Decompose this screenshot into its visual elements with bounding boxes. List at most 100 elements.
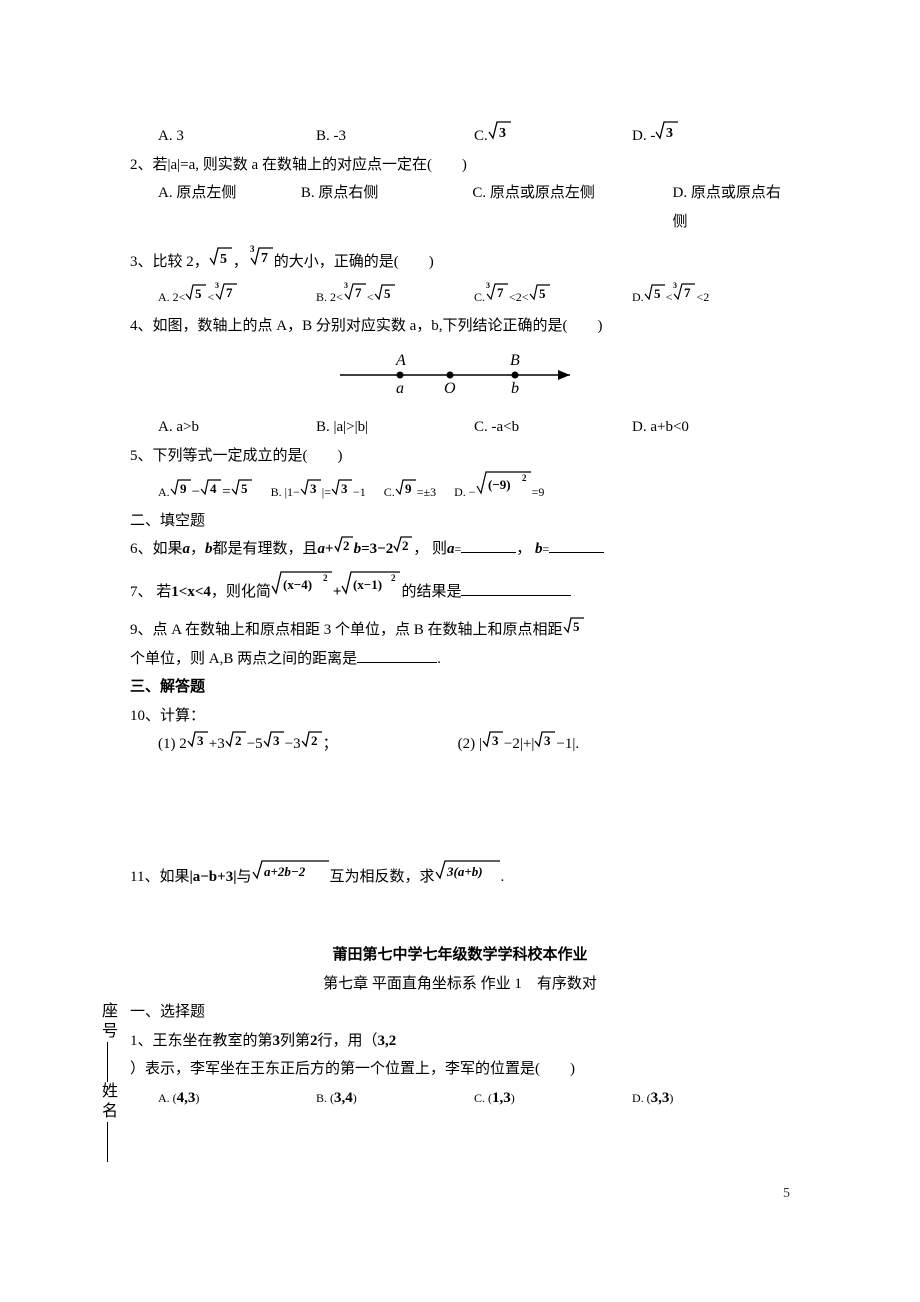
svg-text:3: 3 <box>544 733 551 748</box>
svg-text:2: 2 <box>343 538 350 553</box>
sqrt-icon: 5 <box>185 283 207 301</box>
q9: 9、点 A 在数轴上和原点相距 3 个单位，点 B 在数轴上和原点相距 5 个单… <box>130 616 790 673</box>
svg-text:5: 5 <box>384 286 391 301</box>
svg-text:B: B <box>510 352 520 369</box>
sqrt-icon: 5 <box>644 283 666 301</box>
q1-opt-a: A. 3 <box>158 122 316 151</box>
q10-part2: (2) | 3 −2|+| 3 −1|. <box>458 730 579 759</box>
q1b-opt-c: C. (1,3) <box>474 1084 632 1113</box>
sqrt-icon: 5 <box>374 283 396 301</box>
svg-text:a: a <box>396 380 404 397</box>
worksheet-subtitle: 第七章 平面直角坐标系 作业 1 有序数对 <box>130 970 790 999</box>
section-1b-heading: 一、选择题 <box>130 998 790 1027</box>
blank-a <box>461 537 516 553</box>
svg-text:3: 3 <box>273 733 280 748</box>
q3-opt-c: C. 37 <2< 5 <box>474 281 632 309</box>
svg-text:3: 3 <box>215 281 219 290</box>
q3-options: A. 2< 5 < 37 B. 2< 37 < 5 C. 37 <2< 5 D.… <box>130 281 790 309</box>
q2-opt-b: B. 原点右侧 <box>301 179 473 208</box>
q5-opt-a: A. 9 − 4 = 5 <box>158 478 253 507</box>
svg-text:5: 5 <box>195 286 202 301</box>
svg-text:2: 2 <box>235 733 242 748</box>
q1b-opt-a: A. (4,3) <box>158 1084 316 1113</box>
svg-text:3(a+b): 3(a+b) <box>446 864 483 879</box>
q5-opt-d: D. − (−9)2 =9 <box>454 470 544 504</box>
q11: 11、如果 |a−b+3| 与 a+2b−2 互为相反数，求 3(a+b) . <box>130 859 790 892</box>
svg-text:(−9): (−9) <box>488 477 511 492</box>
svg-text:A: A <box>395 352 406 369</box>
svg-text:(x−1): (x−1) <box>353 577 382 592</box>
q4-opt-a: A. a>b <box>158 413 316 442</box>
q1b-stem: 1、王东坐在教室的第3 列第2 行，用（3,2 ）表示，李军坐在王东正后方的第一… <box>130 1027 790 1084</box>
svg-text:5: 5 <box>573 619 580 634</box>
q5-options: A. 9 − 4 = 5 B. |1− 3 |= 3 −1 C. 9 =±3 D… <box>130 470 790 507</box>
q1b-options: A. (4,3) B. (3,4) C. (1,3) D. (3,3) <box>130 1084 790 1113</box>
blank-q7 <box>461 580 571 596</box>
q4-options: A. a>b B. |a|>|b| C. -a<b D. a+b<0 <box>130 413 790 442</box>
svg-text:2: 2 <box>311 733 318 748</box>
svg-text:9: 9 <box>405 481 412 496</box>
svg-text:3: 3 <box>197 733 204 748</box>
q2-opt-c: C. 原点或原点左侧 <box>472 179 672 208</box>
svg-text:O: O <box>444 380 456 397</box>
svg-text:7: 7 <box>684 285 691 300</box>
svg-text:5: 5 <box>539 286 546 301</box>
svg-text:a+2b−2: a+2b−2 <box>264 864 306 879</box>
svg-text:7: 7 <box>226 285 233 300</box>
svg-text:3: 3 <box>492 733 499 748</box>
q2-opt-d: D. 原点或原点右侧 <box>672 179 790 236</box>
cuberoot-icon: 37 <box>672 281 696 301</box>
q1-opt-c: C. 3 <box>474 120 632 151</box>
svg-text:7: 7 <box>497 285 504 300</box>
svg-text:3: 3 <box>499 126 506 140</box>
cuberoot-icon: 37 <box>248 244 274 266</box>
q4-opt-c: C. -a<b <box>474 413 632 442</box>
svg-text:(x−4): (x−4) <box>283 577 312 592</box>
q3-opt-a: A. 2< 5 < 37 <box>158 281 316 309</box>
side-label: 座号姓名 <box>95 1002 119 1162</box>
blank-q9 <box>357 647 437 663</box>
q5-opt-b: B. |1− 3 |= 3 −1 <box>271 478 366 504</box>
svg-text:7: 7 <box>261 251 268 266</box>
svg-text:3: 3 <box>341 481 348 496</box>
svg-text:2: 2 <box>402 538 409 553</box>
q10-part1: (1) 2 3 +3 2 −5 3 −3 2 ； <box>158 730 338 759</box>
section-3-heading: 三、解答题 <box>130 673 790 702</box>
q2-stem: 2、若|a|=a, 则实数 a 在数轴上的对应点一定在( ) <box>130 151 790 180</box>
cuberoot-icon: 37 <box>485 281 509 301</box>
svg-text:3: 3 <box>344 281 348 290</box>
q3-opt-b: B. 2< 37 < 5 <box>316 281 474 309</box>
svg-text:3: 3 <box>673 281 677 290</box>
q6: 6、如果 a ， b 都是有理数，且 a + 2 b =3−2 2 ， 则 a … <box>130 535 790 564</box>
q10-stem: 10、计算： <box>130 702 790 731</box>
q1-opt-b: B. -3 <box>316 122 474 151</box>
q4-opt-d: D. a+b<0 <box>632 413 790 442</box>
q3-stem: 3、比较 2， 5 ， 37 的大小，正确的是( ) <box>130 244 790 277</box>
q1-opt-d: D. - 3 <box>632 120 790 151</box>
svg-text:5: 5 <box>220 252 227 266</box>
sqrt-icon: 3 <box>655 120 679 140</box>
q5-opt-c: C. 9 =±3 <box>384 478 436 504</box>
svg-text:5: 5 <box>241 481 248 496</box>
svg-text:2: 2 <box>522 473 527 483</box>
blank-b <box>549 537 604 553</box>
svg-text:7: 7 <box>355 285 362 300</box>
svg-text:5: 5 <box>654 286 661 301</box>
q4-opt-b: B. |a|>|b| <box>316 413 474 442</box>
svg-text:3: 3 <box>310 481 317 496</box>
sqrt-icon: 5 <box>529 283 551 301</box>
q1b-opt-d: D. (3,3) <box>632 1084 790 1113</box>
svg-text:3: 3 <box>486 281 490 290</box>
svg-text:2: 2 <box>391 573 396 583</box>
page-number: 5 <box>783 1186 790 1202</box>
svg-text:4: 4 <box>210 481 217 496</box>
q4-diagram: A B a O b <box>130 341 790 414</box>
svg-text:9: 9 <box>180 481 187 496</box>
q4-stem: 4、如图，数轴上的点 A，B 分别对应实数 a，b,下列结论正确的是( ) <box>130 312 790 341</box>
svg-text:b: b <box>511 380 519 397</box>
q7: 7、 若 1<x<4 ，则化简 (x−4)2 + (x−1)2 的结果是 <box>130 570 790 607</box>
numberline-icon: A B a O b <box>330 345 590 399</box>
sqrt-icon: 5 <box>209 246 233 266</box>
q3-opt-d: D. 5 < 37 <2 <box>632 281 790 309</box>
svg-text:2: 2 <box>323 573 328 583</box>
